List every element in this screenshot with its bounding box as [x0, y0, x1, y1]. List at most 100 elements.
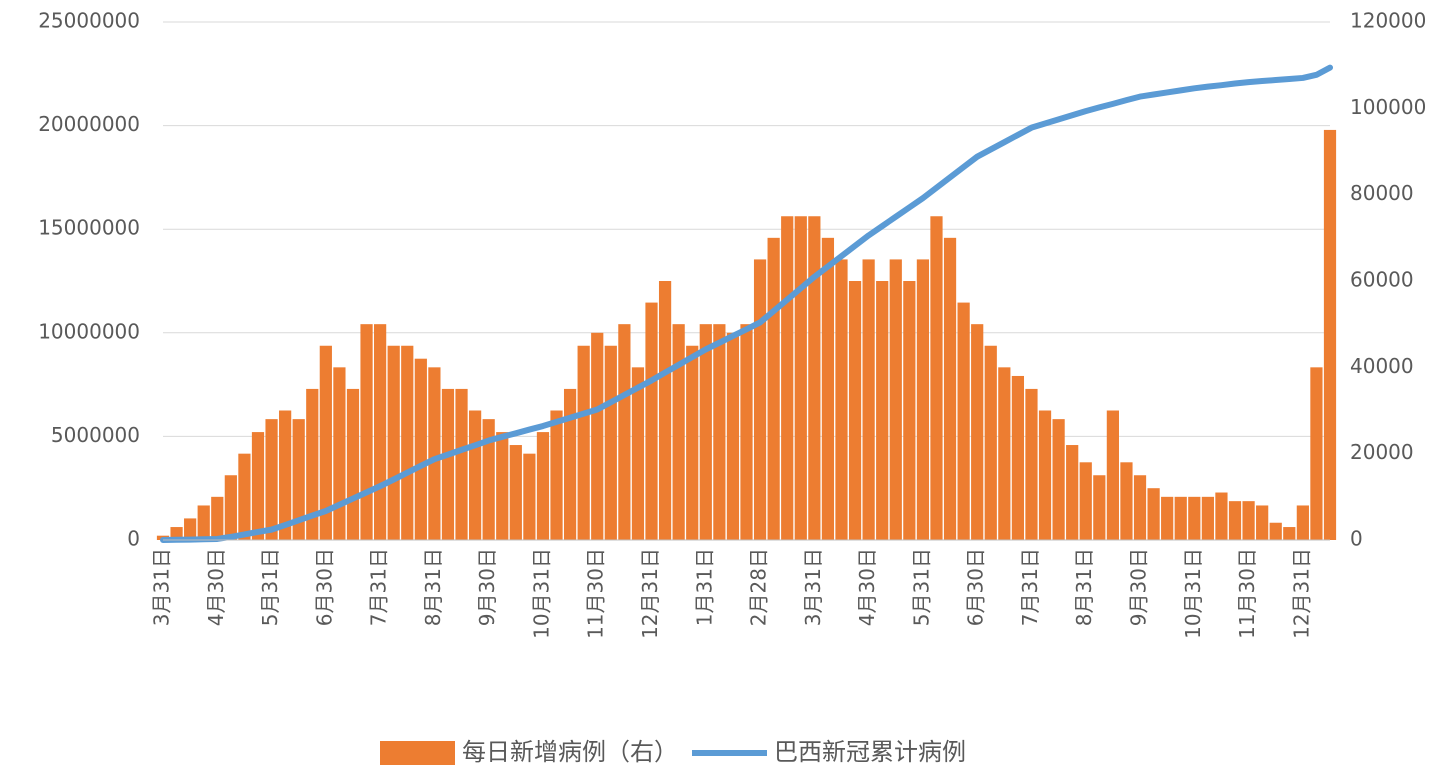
bar: [658, 281, 672, 540]
y-tick-label: 15000000: [38, 216, 140, 240]
bar: [903, 281, 916, 540]
bar: [211, 496, 224, 540]
bar: [1066, 445, 1079, 540]
bar: [808, 216, 821, 540]
bar: [699, 324, 712, 540]
bar: [1106, 410, 1119, 540]
bar: [482, 419, 495, 540]
bar: [224, 475, 237, 540]
y-tick-label: 20000000: [38, 112, 140, 136]
bar: [971, 324, 984, 540]
bar: [1120, 462, 1133, 540]
bar: [374, 324, 387, 540]
bar: [468, 410, 482, 540]
x-tick-label: 5月31日: [909, 548, 933, 626]
x-tick-label: 4月30日: [204, 548, 228, 626]
bar: [889, 259, 902, 540]
bar: [292, 419, 305, 540]
bar: [835, 259, 848, 540]
x-tick-label: 2月28日: [747, 548, 771, 626]
bar: [957, 302, 970, 540]
bar: [591, 332, 604, 540]
bar: [346, 388, 360, 540]
bar: [767, 237, 780, 541]
bar: [414, 358, 427, 540]
x-tick-label: 3月31日: [150, 548, 174, 626]
bar: [1323, 129, 1337, 540]
line: [160, 64, 1333, 543]
bar: [821, 237, 835, 541]
bar: [401, 345, 414, 540]
x-tick-label: 9月30日: [475, 548, 499, 626]
bar: [645, 302, 658, 540]
bar: [428, 367, 441, 540]
x-tick-label: 6月30日: [312, 548, 336, 626]
x-tick-label: 12月31日: [638, 548, 662, 639]
x-tick-label: 4月30日: [855, 548, 879, 626]
y2-tick-label: 20000: [1350, 440, 1414, 464]
bar: [862, 259, 875, 540]
x-tick-label: 11月30日: [584, 548, 608, 639]
bar: [916, 259, 930, 540]
x-tick-label: 3月31日: [801, 548, 825, 626]
bar: [618, 324, 631, 540]
y-tick-label: 10000000: [38, 319, 140, 343]
bar: [1025, 388, 1038, 540]
bar: [1079, 462, 1092, 540]
bar: [1147, 488, 1160, 540]
bar: [197, 505, 210, 540]
bar: [726, 332, 740, 540]
bar: [1133, 475, 1147, 540]
x-tick-label: 5月31日: [258, 548, 282, 626]
bar: [1310, 367, 1323, 540]
bar: [251, 432, 265, 540]
bar: [740, 324, 753, 540]
y2-tick-label: 120000: [1350, 9, 1426, 33]
bar: [360, 324, 373, 540]
y-tick-label: 0: [127, 527, 140, 551]
bar: [631, 367, 645, 540]
bar: [1174, 496, 1187, 540]
bar: [496, 432, 509, 540]
bar: [943, 237, 957, 541]
y2-tick-label: 80000: [1350, 181, 1414, 205]
bar: [536, 432, 550, 540]
bar: [509, 445, 522, 540]
bar: [1201, 496, 1214, 540]
bar: [1011, 375, 1025, 540]
y2-tick-label: 0: [1350, 527, 1363, 551]
bar: [1215, 492, 1228, 540]
bar: [563, 388, 577, 540]
bar: [1242, 501, 1255, 540]
x-tick-label: 9月30日: [1127, 548, 1151, 626]
bar: [984, 345, 997, 540]
bar: [781, 216, 794, 540]
bar: [1038, 410, 1052, 540]
x-tick-label: 12月31日: [1289, 548, 1313, 639]
y2-tick-label: 100000: [1350, 95, 1426, 119]
x-tick-label: 8月31日: [421, 548, 445, 626]
x-tick-label: 7月31日: [367, 548, 391, 626]
bar: [523, 453, 536, 540]
bar: [604, 345, 617, 540]
bar: [550, 410, 563, 540]
bar: [577, 345, 590, 540]
bar: [848, 281, 862, 540]
bar: [686, 345, 699, 540]
bar: [184, 518, 197, 540]
x-tick-label: 6月30日: [964, 548, 988, 626]
bar: [794, 216, 807, 540]
bar: [1052, 419, 1065, 540]
bar: [930, 216, 943, 540]
bar: [998, 367, 1011, 540]
bar: [306, 388, 319, 540]
y2-tick-label: 40000: [1350, 354, 1414, 378]
bar: [455, 388, 468, 540]
y2-tick-label: 60000: [1350, 268, 1414, 292]
bar: [1256, 505, 1269, 540]
bar: [1296, 505, 1309, 540]
x-tick-label: 10月31日: [529, 548, 553, 639]
legend-swatch: [380, 741, 455, 765]
y-tick-label: 5000000: [51, 423, 140, 447]
